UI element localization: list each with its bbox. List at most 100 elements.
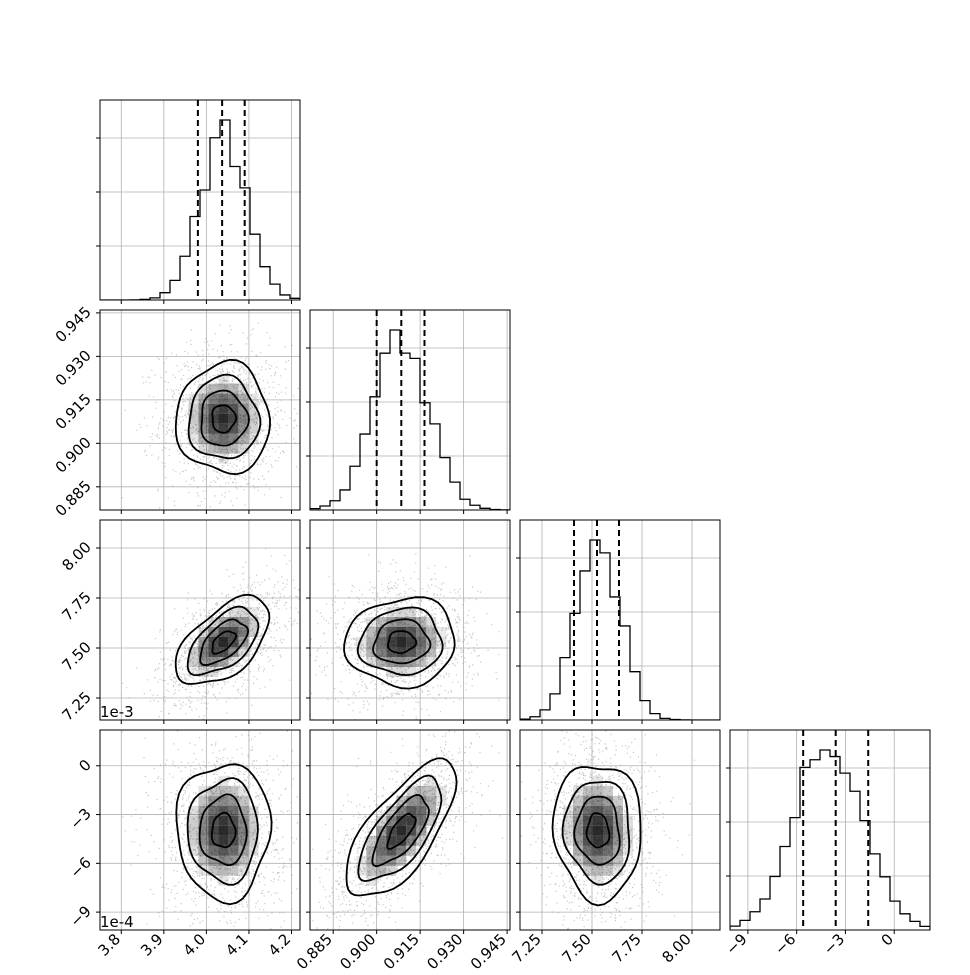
xtick-label-3-0: −9 [722,930,750,958]
density-cell [583,845,593,856]
panel-frame [99,309,301,511]
density-cell [416,637,427,647]
density-cell [603,795,613,806]
density-cell [376,845,387,856]
xtick-label-2-1: 7.50 [558,930,594,966]
density-cell [218,453,229,464]
scatter-points [122,548,300,720]
panel-frame [729,729,931,931]
contour-2-0-2 [186,605,260,677]
density-cell [376,835,387,846]
ytick-label-1-3: 0.930 [52,346,95,389]
density-cell [593,805,603,816]
density-cell [593,815,603,826]
density-cell [208,443,219,454]
density-cell [406,835,417,846]
density-cell [218,443,229,454]
density-cell [603,845,613,856]
density-cell [218,433,229,444]
density-cell [613,855,623,866]
density-cell [396,805,407,816]
contour-3-2-3 [551,766,642,907]
density-cell [208,785,219,796]
density-cell [356,647,367,657]
density-cell [218,835,229,846]
density-cell [248,423,259,434]
density-cell [228,795,239,806]
density-cell [188,667,199,677]
contour-3-2-0 [585,812,611,849]
density-cell [238,383,249,394]
density-cell [238,785,249,796]
contour-2-1-2 [357,606,444,677]
density-cell [238,627,249,637]
density-cell [188,815,199,826]
density-cell [248,835,259,846]
density-cell [573,805,583,816]
density-cell [228,423,239,434]
density-cell [228,815,239,826]
panel-0-0 [96,99,301,304]
density-cell [238,403,249,414]
density-cell [603,815,613,826]
density-cell [593,845,603,856]
density-cell [218,865,229,876]
density-cell [406,805,417,816]
density-cell [563,835,573,846]
density-cell [248,825,259,836]
density-cell [376,855,387,866]
density-cell [218,383,229,394]
density-cell [208,795,219,806]
contour-3-0-0 [210,811,237,849]
xtick-label-0-4: 4.2 [265,930,295,960]
panel-2-0: 7.25 7.50 7.75 8.00 1e-3 [58,519,301,724]
density-cell [396,855,407,866]
contour-2-1-1 [372,618,432,665]
density-cell [593,835,603,846]
density-cell [386,865,397,876]
offset-label-y-2: 1e-3 [100,703,134,721]
density-cell [583,805,593,816]
panel-frame [309,729,511,931]
density-cell [613,865,623,876]
xtick-label-1-1: 0.900 [336,930,379,970]
density-cell [396,795,407,806]
density-cell [563,815,573,826]
density-cell [238,795,249,806]
ytick-label-1-2: 0.915 [52,390,95,433]
density-cell [198,825,209,836]
density-cell [396,637,407,647]
density-cell [208,383,219,394]
density-cell [208,805,219,816]
density-cell [218,657,229,667]
density-cell [613,835,623,846]
density-cell [386,855,397,866]
xtick-label-3-1: −6 [771,930,799,958]
density-cell [188,805,199,816]
density-cell [426,775,437,786]
density-cell [198,647,209,657]
density-cell [228,657,239,667]
density-cell [406,617,417,627]
density-cell [573,825,583,836]
panel-frame [309,309,511,511]
density-cell [198,443,209,454]
density-cell [228,825,239,836]
ytick-label-3-3: 0 [75,756,94,775]
density-cell [366,865,377,876]
contour-3-1-0 [386,812,417,850]
xtick-label-1-2: 0.915 [380,930,423,970]
density-cell [228,607,239,617]
contour-3-1-3 [345,757,458,897]
density-cell [603,855,613,866]
density-cell [623,835,633,846]
density-cell [248,433,259,444]
density-cell [238,443,249,454]
ytick-label-2-3: 8.00 [58,538,94,574]
density-cell [366,647,377,657]
density-cell [248,617,259,627]
density-cell [238,433,249,444]
density-cell [238,423,249,434]
